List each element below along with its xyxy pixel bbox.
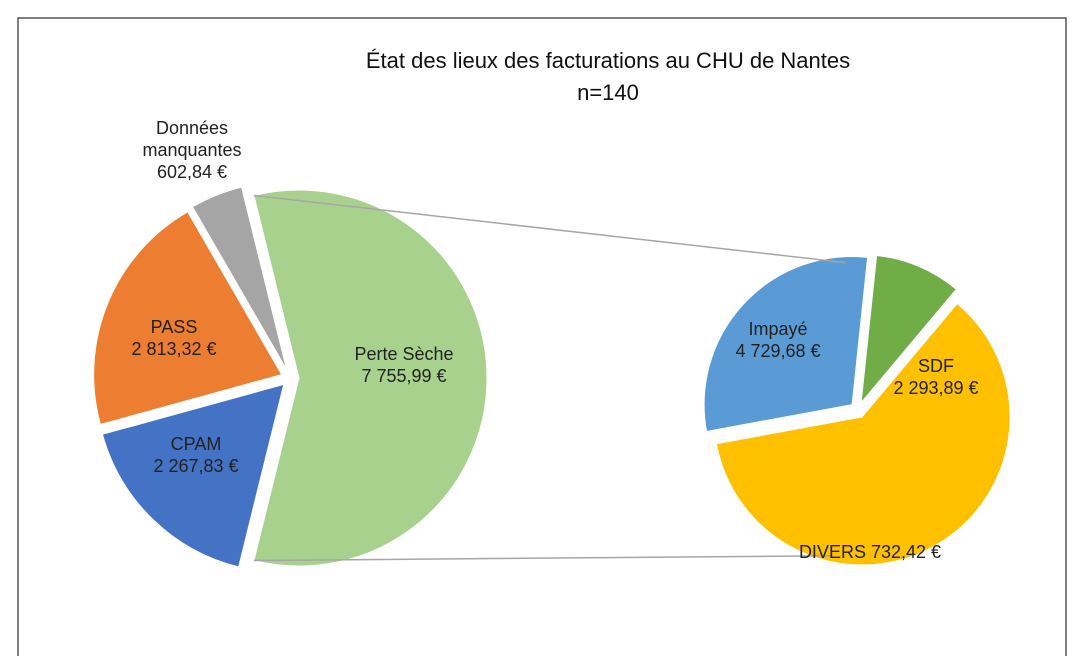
chart-subtitle: n=140 <box>577 80 639 105</box>
pie-slice <box>715 302 1011 566</box>
chart-frame <box>17 17 1067 656</box>
slice-label: DIVERS 732,42 € <box>760 541 980 563</box>
slice-value: 7 755,99 € <box>361 366 447 386</box>
slice-name: PASS <box>150 317 198 337</box>
slice-value: 602,84 € <box>156 162 228 182</box>
slice-name: Données manquantes <box>142 118 242 160</box>
pie-slice <box>191 186 288 370</box>
slice-label: Impayé 4 729,68 € <box>735 318 820 362</box>
pie-slice <box>703 256 869 433</box>
pie-slice <box>860 254 957 405</box>
slice-value: 732,42 € <box>870 542 942 562</box>
connector-line <box>253 194 846 264</box>
slice-name: DIVERS <box>798 542 866 562</box>
slice-label: PASS 2 813,32 € <box>131 316 216 360</box>
slice-label: SDF 2 293,89 € <box>893 355 978 399</box>
slice-value: 2 293,89 € <box>893 378 979 398</box>
slice-label: Données manquantes 602,84 € <box>122 117 262 183</box>
slice-label: Perte Sèche 7 755,99 € <box>354 343 453 387</box>
slice-value: 2 267,83 € <box>153 456 239 476</box>
slice-value: 4 729,68 € <box>735 341 821 361</box>
slice-value: 2 813,32 € <box>131 339 217 359</box>
slice-name: CPAM <box>170 434 222 454</box>
slice-label: CPAM 2 267,83 € <box>153 433 238 477</box>
pie-slice <box>253 189 488 567</box>
slice-name: Perte Sèche <box>354 344 454 364</box>
chart-title: État des lieux des facturations au CHU d… <box>365 48 851 73</box>
connector-line <box>253 555 833 562</box>
pie-slice <box>101 383 285 568</box>
slice-name: Impayé <box>748 319 808 339</box>
pie-slice <box>93 211 283 426</box>
slice-name: SDF <box>917 356 954 376</box>
